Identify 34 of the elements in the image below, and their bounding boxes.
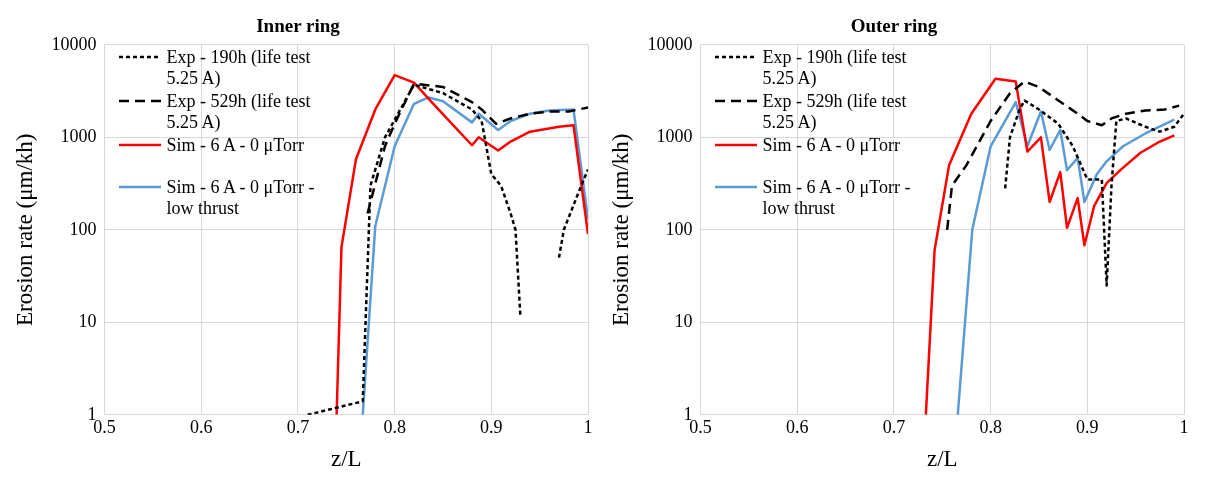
x-tick-label: 1 [583,417,593,438]
x-tick-label: 0.7 [882,417,906,438]
x-tick-label: 0.9 [1076,417,1099,438]
x-axis-title: z/L [926,446,958,472]
x-tick-label: 0.9 [480,417,503,438]
legend-label: Sim - 6 A - 0 μTorr [762,134,900,156]
y-tick-label: 10000 [51,33,97,54]
y-tick-label: 10000 [647,33,693,54]
legend-label: Exp - 529h (life test 5.25 A) [166,90,312,133]
y-axis-title: Erosion rate (μm/kh) [11,133,37,327]
legend-label: Exp - 190h (life test 5.25 A) [166,46,312,89]
x-tick-label: 0.6 [786,417,809,438]
chart-title: Inner ring [256,15,341,37]
y-tick-label: 10 [674,311,693,332]
legend-label: Sim - 6 A - 0 μTorr [166,134,304,156]
x-tick-label: 0.6 [190,417,213,438]
legend-label: Sim - 6 A - 0 μTorr - low thrust [762,176,912,219]
y-tick-label: 10 [78,311,97,332]
chart-title: Outer ring [850,15,938,37]
y-tick-label: 1000 [60,126,97,147]
x-tick-label: 0.8 [979,417,1002,438]
y-tick-label: 100 [665,218,693,239]
legend-label: Exp - 529h (life test 5.25 A) [762,90,908,133]
x-axis-title: z/L [330,446,362,472]
x-tick-label: 0.5 [93,417,116,438]
x-tick-label: 0.8 [383,417,406,438]
x-tick-label: 0.7 [286,417,310,438]
legend-label: Exp - 190h (life test 5.25 A) [762,46,908,89]
x-tick-label: 0.5 [689,417,712,438]
y-axis-title: Erosion rate (μm/kh) [607,133,633,327]
y-tick-label: 100 [69,218,97,239]
x-tick-label: 1 [1179,417,1189,438]
y-tick-label: 1000 [656,126,693,147]
legend-label: Sim - 6 A - 0 μTorr - low thrust [166,176,316,219]
